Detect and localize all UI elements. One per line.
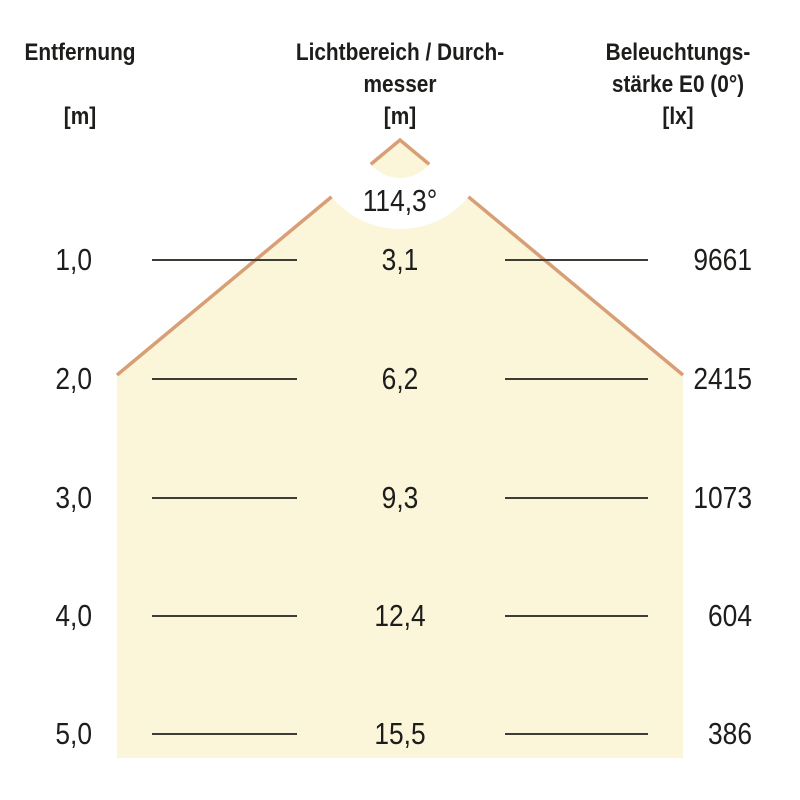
distance-value: 5,0 [55,716,92,751]
header-illuminance-unit: [lx] [662,103,694,130]
header-distance-spacer [12,69,148,101]
header-distance-title: Entfernung [24,39,136,66]
table-row: 4,0 12,4 604 [0,596,800,636]
diameter-value: 3,1 [381,242,419,277]
right-tick-line [505,259,648,261]
header-distance: Entfernung [m] [12,37,148,133]
table-row: 3,0 9,3 1073 [0,478,800,518]
beam-angle-arc-band [311,51,489,229]
distance-value: 4,0 [55,598,92,633]
diameter-value: 12,4 [374,598,426,633]
left-tick-line [152,615,297,617]
right-tick-line [505,497,648,499]
light-cone-shape [117,140,683,758]
left-tick-line [152,733,297,735]
header-illuminance-title-line2: stärke E0 (0°) [611,71,745,98]
right-tick-line [505,733,648,735]
header-illuminance-title-line1: Beleuchtungs- [605,39,751,66]
right-tick-line [505,378,648,380]
table-row: 2,0 6,2 2415 [0,359,800,399]
illuminance-value: 386 [708,716,752,751]
right-tick-line [505,615,648,617]
header-diameter-title-line1: Lichtbereich / Durch- [295,39,505,66]
cone-edge-lines [115,137,685,377]
header-diameter: Lichtbereich / Durch- messer [m] [281,37,519,133]
distance-value: 1,0 [55,242,92,277]
beam-angle-value: 114,3° [362,183,438,218]
diameter-value: 6,2 [381,361,419,396]
header-illuminance: Beleuchtungs- stärke E0 (0°) [lx] [585,37,772,133]
header-diameter-unit: [m] [383,103,417,130]
illuminance-value: 1073 [693,480,752,515]
distance-value: 2,0 [55,361,92,396]
left-tick-line [152,497,297,499]
left-tick-line [152,378,297,380]
table-row: 1,0 3,1 9661 [0,240,800,280]
left-tick-line [152,259,297,261]
diameter-value: 9,3 [381,480,419,515]
distance-value: 3,0 [55,480,92,515]
illuminance-value: 2415 [693,361,752,396]
illuminance-value: 9661 [693,242,752,277]
diameter-value: 15,5 [374,716,426,751]
header-diameter-title-line2: messer [363,71,437,98]
header-distance-unit: [m] [63,103,97,130]
table-row: 5,0 15,5 386 [0,714,800,754]
illuminance-value: 604 [708,598,752,633]
